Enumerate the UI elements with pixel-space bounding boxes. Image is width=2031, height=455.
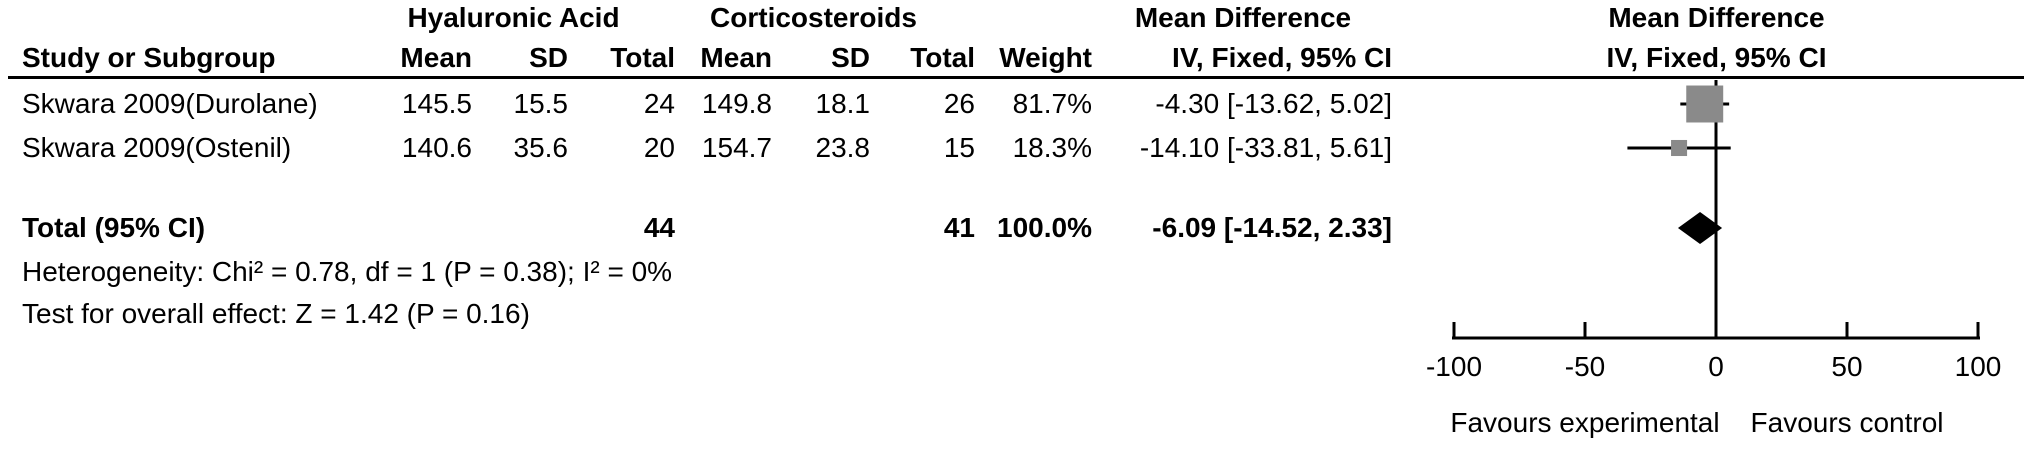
method-header-plot-column: IV, Fixed, 95% CI — [1606, 42, 1827, 73]
mean-experimental-header: Mean — [400, 42, 472, 73]
study-column-header: Study or Subgroup — [22, 42, 276, 73]
total-control: 15 — [943, 132, 975, 163]
study-row: Skwara 2009(Durolane) 145.5 15.5 24 149.8 18.… — [0, 84, 2031, 124]
total-experimental: 20 — [643, 132, 675, 163]
mean-control: 149.8 — [701, 88, 772, 119]
axis-tick-label: 50 — [1831, 351, 1862, 382]
study-name: Skwara 2009(Ostenil) — [22, 132, 292, 163]
mean-experimental: 145.5 — [401, 88, 472, 119]
axis-tick-label: 100 — [1955, 351, 2002, 382]
sd-experimental: 35.6 — [513, 132, 569, 163]
study-row: Skwara 2009(Ostenil) 140.6 35.6 20 154.7 23.8… — [0, 128, 2031, 168]
axis-tick-label: 0 — [1708, 351, 1724, 382]
total-label: Total (95% CI) — [22, 212, 206, 243]
effect-header-plot-column: Mean Difference — [1608, 2, 1825, 33]
mean-control-header: Mean — [700, 42, 772, 73]
ci-text: -4.30 [-13.62, 5.02] — [1155, 88, 1392, 119]
sd-control-header: SD — [831, 42, 870, 73]
header-rule — [8, 76, 2024, 79]
favours-left-label: Favours experimental — [1450, 407, 1719, 438]
axis-tick-label: -50 — [1565, 351, 1605, 382]
method-header-text-column: IV, Fixed, 95% CI — [1172, 42, 1392, 73]
column-header-row: Study or Subgroup Mean SD Total Mean SD … — [0, 40, 2031, 76]
sd-experimental-header: SD — [529, 42, 568, 73]
ci-text: -14.10 [-33.81, 5.61] — [1139, 132, 1392, 163]
total-n-control: 41 — [943, 212, 975, 243]
total-weight: 100.0% — [997, 212, 1092, 243]
effect-header-text-column: Mean Difference — [1134, 2, 1352, 33]
group-header-row: Hyaluronic Acid Corticosteroids Mean Dif… — [0, 0, 2031, 36]
total-ci-text: -6.09 [-14.52, 2.33] — [1152, 212, 1392, 243]
sd-control: 23.8 — [815, 132, 871, 163]
experimental-group-header: Hyaluronic Acid — [407, 2, 620, 33]
heterogeneity-note: Heterogeneity: Chi² = 0.78, df = 1 (P = … — [22, 256, 673, 287]
sd-control: 18.1 — [815, 88, 871, 119]
total-control: 26 — [943, 88, 975, 119]
axis-tick-label: -100 — [1426, 351, 1482, 382]
weight: 81.7% — [1012, 88, 1092, 119]
favours-right-label: Favours control — [1751, 407, 1944, 438]
study-name: Skwara 2009(Durolane) — [22, 88, 318, 119]
weight-column-header: Weight — [999, 42, 1092, 73]
sd-experimental: 15.5 — [513, 88, 569, 119]
mean-control: 154.7 — [701, 132, 772, 163]
overall-effect-note: Test for overall effect: Z = 1.42 (P = 0… — [22, 298, 530, 329]
control-group-header: Corticosteroids — [710, 2, 917, 33]
mean-experimental: 140.6 — [401, 132, 472, 163]
total-experimental: 24 — [643, 88, 675, 119]
total-control-header: Total — [910, 42, 975, 73]
total-experimental-header: Total — [610, 42, 675, 73]
total-row: Total (95% CI) 44 41 100.0% -6.09 [-14.5… — [0, 208, 2031, 248]
weight: 18.3% — [1012, 132, 1092, 163]
total-n-experimental: 44 — [643, 212, 675, 243]
